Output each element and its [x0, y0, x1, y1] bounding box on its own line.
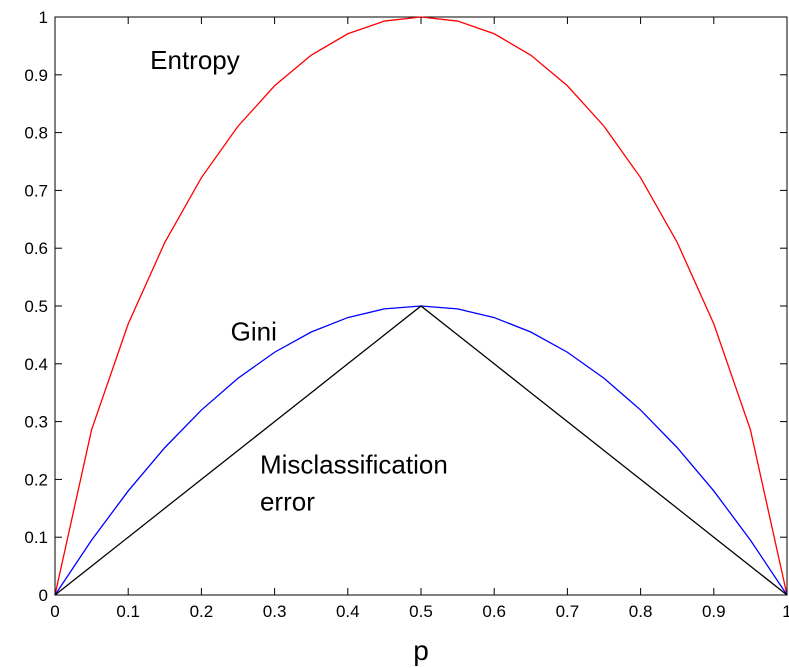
x-tick-label: 0.2 — [190, 602, 214, 621]
y-tick-label: 0.6 — [24, 239, 48, 258]
y-tick-label: 0.8 — [24, 124, 48, 143]
x-tick-label: 0.5 — [409, 602, 433, 621]
y-tick-label: 0.4 — [24, 355, 48, 374]
x-tick-label: 0.3 — [263, 602, 287, 621]
series-line-2 — [54, 305, 788, 596]
x-tick-label: 0.7 — [556, 602, 580, 621]
annotation-2: Misclassification error — [260, 450, 448, 517]
x-axis-label: p — [413, 635, 429, 666]
y-tick-label: 1 — [39, 8, 48, 27]
annotation-line: error — [260, 487, 315, 517]
y-tick-label: 0.2 — [24, 470, 48, 489]
y-tick-label: 0.1 — [24, 528, 48, 547]
y-tick-label: 0.7 — [24, 181, 48, 200]
annotation-layer: Entropy Gini Misclassification error — [150, 45, 448, 517]
x-axis: 0 0.1 0.2 0.3 0.4 0.5 0.6 0.7 0.8 0.9 1 — [50, 17, 789, 621]
y-tick-label: 0.5 — [24, 297, 48, 316]
annotation-line: Misclassification — [260, 450, 448, 480]
annotation-1: Gini — [231, 317, 277, 347]
y-axis: 0 0.1 0.2 0.3 0.4 0.5 0.6 0.7 0.8 0.9 1 — [24, 8, 787, 605]
y-tick-label: 0.9 — [24, 66, 48, 85]
annotation-line: Entropy — [150, 45, 240, 75]
annotation-line: Gini — [231, 317, 277, 347]
x-tick-label: 0.4 — [336, 602, 360, 621]
y-tick-label: 0.3 — [24, 413, 48, 432]
x-tick-label: 0.1 — [116, 602, 140, 621]
annotation-0: Entropy — [150, 45, 240, 75]
x-tick-label: 0 — [50, 602, 59, 621]
x-tick-label: 0.6 — [482, 602, 506, 621]
x-tick-label: 0.8 — [629, 602, 653, 621]
x-tick-label: 1 — [782, 602, 789, 621]
y-tick-label: 0 — [39, 586, 48, 605]
x-tick-label: 0.9 — [702, 602, 726, 621]
